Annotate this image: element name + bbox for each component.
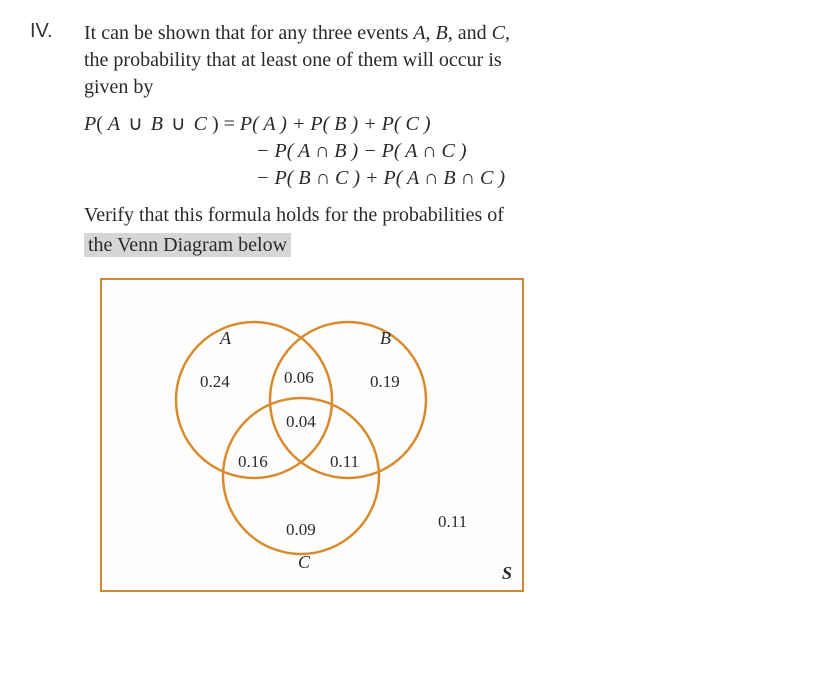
equation-block: P( A ∪ B ∪ C ) = P( A ) + P( B ) + P( C … [84, 111, 794, 190]
intro-seg-1: It can be shown that for any three event… [84, 22, 413, 44]
sample-space-label: S [502, 563, 512, 584]
problem-numeral: IV. [30, 20, 84, 260]
venn-region-only-c: 0.09 [286, 520, 316, 540]
venn-region-abc: 0.04 [286, 412, 316, 432]
intro-var-b: B [436, 22, 448, 44]
venn-region-bc: 0.11 [330, 452, 359, 472]
venn-region-ab: 0.06 [284, 368, 314, 388]
intro-line-3: given by [84, 76, 153, 98]
eq-rhs-3: − P( B ∩ C ) + P( A ∩ B ∩ C ) [256, 167, 505, 189]
equation-line-1: P( A ∪ B ∪ C ) = P( A ) + P( B ) + P( C … [84, 111, 794, 136]
venn-label-c: C [298, 552, 310, 573]
intro-line-2: the probability that at least one of the… [84, 49, 502, 71]
eq-rhs-2: − P( A ∩ B ) − P( A ∩ C ) [256, 140, 467, 162]
venn-label-a: A [220, 328, 231, 349]
eq-lhs-close: ) = [207, 113, 240, 135]
venn-region-only-a: 0.24 [200, 372, 230, 392]
venn-region-ac: 0.16 [238, 452, 268, 472]
intro-var-a: A [413, 22, 425, 44]
intro-var-c: C [492, 22, 505, 44]
verify-text: Verify that this formula holds for the p… [84, 200, 794, 260]
intro-text: It can be shown that for any three event… [84, 20, 794, 101]
eq-lhs-a: A [108, 113, 120, 135]
intro-seg-comma1: , [426, 22, 436, 44]
venn-region-outside: 0.11 [438, 512, 467, 532]
venn-diagram-frame: A B C 0.24 0.19 0.09 0.06 0.04 0.16 0.11… [100, 278, 524, 592]
venn-svg [102, 280, 522, 590]
verify-highlight: the Venn Diagram below [84, 233, 291, 257]
venn-label-b: B [380, 328, 391, 349]
eq-lhs-b: B [151, 113, 163, 135]
intro-seg-and: , and [448, 22, 492, 44]
venn-region-only-b: 0.19 [370, 372, 400, 392]
intro-seg-comma2: , [505, 22, 510, 44]
eq-lhs-u2: ∪ [163, 113, 194, 135]
eq-rhs-1: P( A ) + P( B ) + P( C ) [240, 113, 431, 135]
eq-lhs-open: ( [96, 113, 108, 135]
verify-line-1: Verify that this formula holds for the p… [84, 204, 504, 226]
eq-lhs-u1: ∪ [120, 113, 151, 135]
eq-lhs-c: C [194, 113, 207, 135]
eq-lhs-p: P [84, 113, 96, 135]
